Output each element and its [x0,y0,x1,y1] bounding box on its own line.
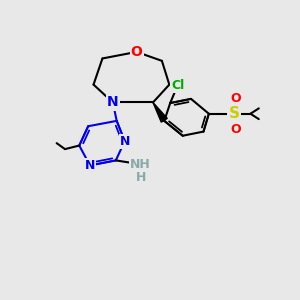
Text: S: S [229,106,240,121]
Text: O: O [131,45,142,59]
Text: H: H [136,171,146,184]
Text: Cl: Cl [171,79,184,92]
Text: N: N [107,95,119,110]
Text: N: N [85,159,95,172]
Polygon shape [153,102,167,122]
Text: O: O [230,123,241,136]
Text: N: N [119,135,130,148]
Text: NH: NH [130,158,151,171]
Text: O: O [230,92,241,105]
